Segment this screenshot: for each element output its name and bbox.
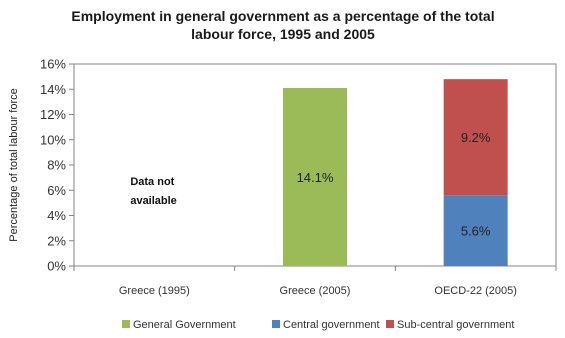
chart-title-line-2: labour force, 1995 and 2005 [191,26,375,42]
y-tick-label: 2% [47,233,66,248]
y-tick-label: 10% [40,132,66,147]
legend-label: General Government [133,319,236,331]
legend-swatch [272,320,280,328]
y-tick-label: 4% [47,208,66,223]
x-tick-label: OECD-22 (2005) [434,285,517,297]
data-label: 14.1% [297,170,334,185]
chart-title-line-1: Employment in general government as a pe… [71,8,494,24]
legend-swatch [122,320,130,328]
y-axis-label: Percentage of total labour force [8,88,20,241]
data-label: 5.6% [461,224,491,239]
plot-area: 0% 2% 4% 6% 8% 10% 12% 14% 16% Greece (1995) Greec… [40,57,557,297]
y-tick-label: 14% [40,82,66,97]
y-tick-label: 0% [47,259,66,274]
not-available-note: Data not [130,176,174,188]
legend-label: Central government [283,319,380,331]
x-tick-label: Greece (1995) [119,285,190,297]
y-tick-label: 16% [40,57,66,72]
not-available-note: available [130,195,176,207]
y-tick-label: 12% [40,107,66,122]
data-label: 9.2% [461,130,491,145]
y-tick-label: 6% [47,183,66,198]
x-tick-label: Greece (2005) [280,285,351,297]
y-tick-label: 8% [47,158,66,173]
bar [443,79,508,196]
legend-swatch [386,320,394,328]
legend-label: Sub-central government [397,319,514,331]
legend: General Government Central government Sub-… [122,319,514,331]
bar [283,87,347,266]
bar [443,195,508,266]
